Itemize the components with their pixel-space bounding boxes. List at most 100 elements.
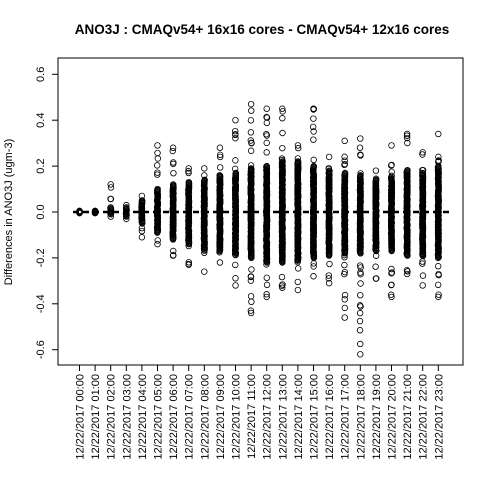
data-point bbox=[248, 140, 255, 147]
data-point bbox=[325, 275, 332, 282]
data-point-min bbox=[325, 279, 333, 287]
data-point bbox=[279, 144, 286, 152]
data-point bbox=[231, 251, 239, 258]
data-point bbox=[185, 169, 192, 177]
data-point bbox=[435, 271, 442, 278]
data-points bbox=[76, 100, 442, 358]
x-tick-label: 12/22/2017 08:00 bbox=[199, 374, 211, 460]
data-point bbox=[341, 270, 348, 278]
data-point bbox=[279, 115, 286, 122]
data-point bbox=[357, 170, 364, 177]
x-tick-label: 12/22/2017 17:00 bbox=[340, 374, 352, 460]
data-point-min bbox=[232, 282, 239, 289]
data-point bbox=[372, 263, 379, 270]
data-point bbox=[435, 157, 442, 164]
data-point bbox=[263, 149, 270, 156]
data-point bbox=[356, 309, 364, 317]
x-tick-label: 12/22/2017 11:00 bbox=[246, 374, 258, 459]
data-point bbox=[170, 181, 177, 188]
data-point bbox=[232, 130, 239, 138]
data-point bbox=[263, 261, 270, 268]
data-point bbox=[404, 139, 411, 147]
data-point bbox=[247, 137, 255, 144]
data-point bbox=[309, 123, 317, 131]
x-axis: 12/22/2017 00:00 12/22/2017 01:00 12/22/20… bbox=[75, 364, 445, 460]
data-point bbox=[419, 260, 426, 267]
data-point bbox=[231, 165, 239, 173]
data-point bbox=[185, 259, 193, 266]
x-tick-label: 12/22/2017 04:00 bbox=[137, 374, 149, 460]
data-point bbox=[388, 265, 395, 273]
data-point bbox=[232, 261, 239, 269]
data-point bbox=[263, 139, 270, 147]
y-tick-label: -0.4 bbox=[35, 294, 47, 313]
data-point bbox=[169, 160, 177, 168]
data-point bbox=[310, 260, 317, 267]
y-axis: -0.6 -0.4 -0.2 0.0 0.2 0.4 0.6 bbox=[35, 67, 59, 359]
data-point-min bbox=[169, 252, 177, 259]
data-point bbox=[419, 169, 426, 177]
x-tick-label: 12/22/2017 06:00 bbox=[168, 374, 180, 460]
data-point bbox=[341, 254, 348, 261]
x-tick-label: 12/22/2017 10:00 bbox=[231, 374, 243, 460]
x-tick-label: 12/22/2017 05:00 bbox=[153, 374, 165, 460]
data-point bbox=[232, 157, 239, 164]
data-point bbox=[357, 340, 364, 348]
data-point-max bbox=[357, 135, 364, 142]
data-point bbox=[326, 260, 333, 268]
data-point bbox=[247, 165, 255, 172]
data-point bbox=[325, 272, 333, 279]
data-point bbox=[294, 265, 302, 272]
data-point bbox=[216, 249, 223, 256]
data-point bbox=[356, 317, 364, 325]
data-point bbox=[341, 304, 348, 312]
data-point bbox=[325, 165, 333, 173]
data-point bbox=[185, 178, 193, 186]
data-point bbox=[387, 162, 395, 169]
data-point-max bbox=[185, 165, 192, 172]
data-point bbox=[279, 129, 286, 137]
data-point bbox=[310, 115, 317, 122]
data-point bbox=[294, 257, 301, 264]
data-point bbox=[279, 108, 286, 115]
data-point bbox=[341, 251, 348, 259]
y-tick-label: -0.2 bbox=[35, 248, 47, 267]
data-point-min bbox=[123, 215, 130, 223]
y-tick-label: 0.0 bbox=[35, 204, 47, 219]
data-point bbox=[419, 272, 427, 279]
data-point bbox=[404, 166, 411, 174]
data-point bbox=[154, 185, 161, 193]
data-point-max bbox=[435, 130, 442, 138]
data-point bbox=[263, 162, 270, 170]
data-point-max bbox=[388, 142, 395, 149]
data-point bbox=[356, 302, 364, 309]
data-point-min bbox=[154, 240, 161, 248]
data-point-min bbox=[388, 293, 395, 301]
data-point bbox=[201, 176, 208, 184]
data-point bbox=[107, 195, 114, 203]
data-point-max bbox=[403, 130, 411, 138]
data-point-min bbox=[294, 286, 302, 294]
data-point bbox=[169, 147, 176, 155]
data-point bbox=[154, 149, 161, 157]
x-tick-label: 12/22/2017 15:00 bbox=[309, 374, 321, 460]
data-point bbox=[341, 160, 349, 168]
x-tick-label: 12/22/2017 22:00 bbox=[418, 374, 430, 460]
x-tick-label: 12/22/2017 13:00 bbox=[277, 374, 289, 460]
data-point bbox=[403, 134, 411, 142]
data-point bbox=[263, 281, 271, 289]
data-point bbox=[170, 247, 177, 255]
data-point bbox=[419, 258, 426, 265]
x-tick-label: 12/22/2017 12:00 bbox=[262, 374, 274, 460]
data-point bbox=[247, 129, 255, 136]
x-tick-label: 12/22/2017 21:00 bbox=[402, 374, 414, 460]
chart-title: ANO3J : CMAQv54+ 16x16 cores - CMAQv54+ … bbox=[75, 22, 449, 37]
data-point bbox=[341, 296, 348, 303]
data-point-max bbox=[294, 142, 302, 149]
data-point bbox=[341, 291, 349, 299]
data-point bbox=[404, 268, 411, 275]
data-point bbox=[341, 169, 349, 177]
x-tick-label: 12/22/2017 03:00 bbox=[121, 374, 133, 460]
data-point bbox=[357, 291, 364, 299]
data-point bbox=[388, 269, 396, 276]
